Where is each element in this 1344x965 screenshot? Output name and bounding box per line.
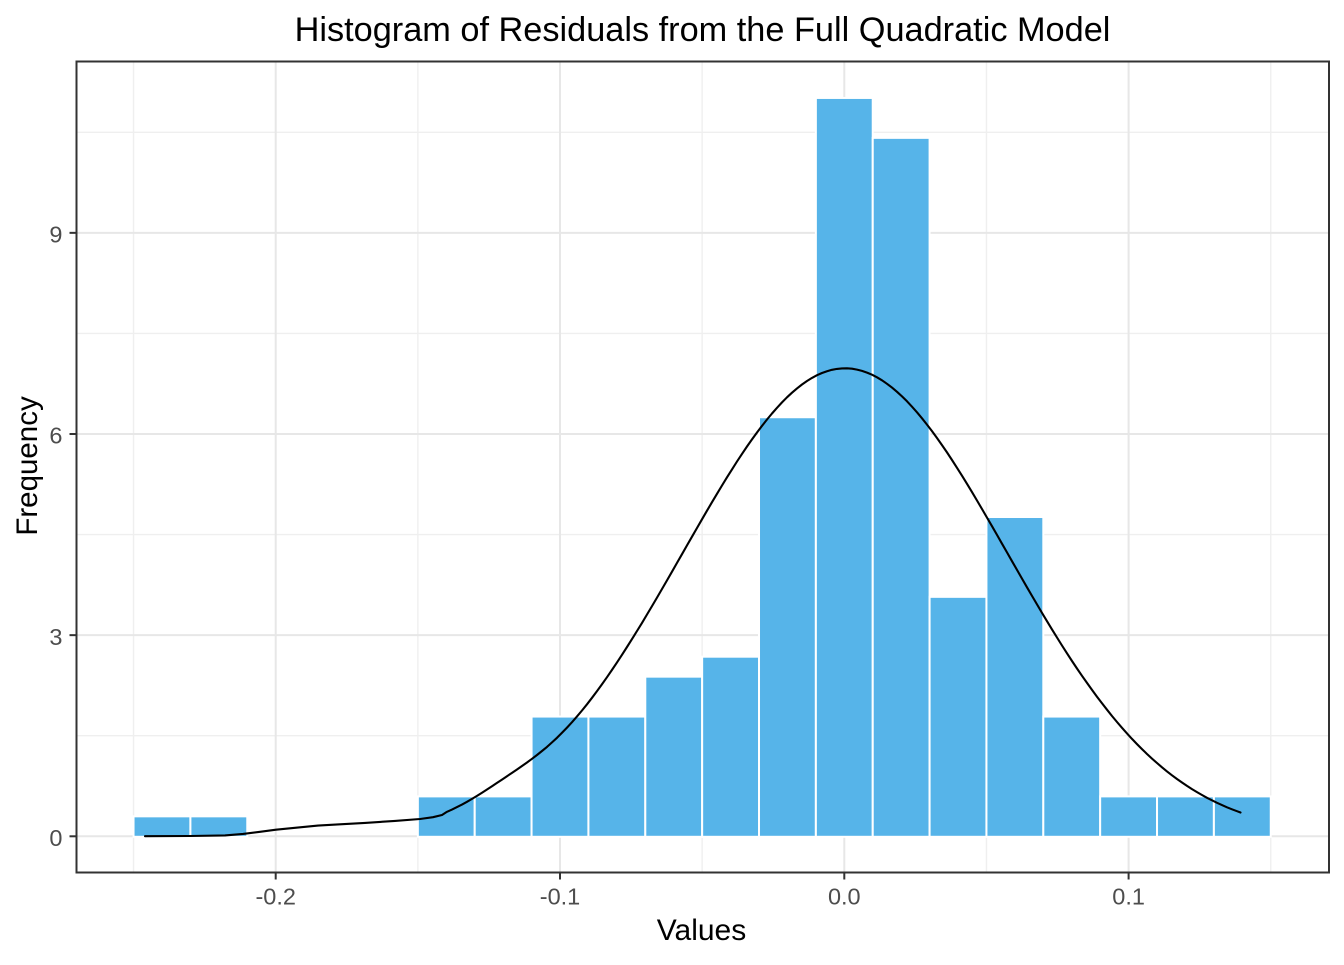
svg-text:9: 9 bbox=[49, 222, 62, 248]
svg-text:Frequency: Frequency bbox=[11, 396, 44, 536]
svg-text:6: 6 bbox=[49, 423, 62, 449]
svg-text:Histogram of Residuals from th: Histogram of Residuals from the Full Qua… bbox=[295, 11, 1111, 49]
svg-text:0: 0 bbox=[49, 825, 62, 851]
svg-text:0.0: 0.0 bbox=[828, 884, 861, 910]
svg-text:-0.1: -0.1 bbox=[540, 884, 581, 910]
svg-text:Values: Values bbox=[657, 914, 747, 947]
svg-text:0.1: 0.1 bbox=[1112, 884, 1145, 910]
svg-text:3: 3 bbox=[49, 624, 62, 650]
svg-text:-0.2: -0.2 bbox=[255, 884, 296, 910]
